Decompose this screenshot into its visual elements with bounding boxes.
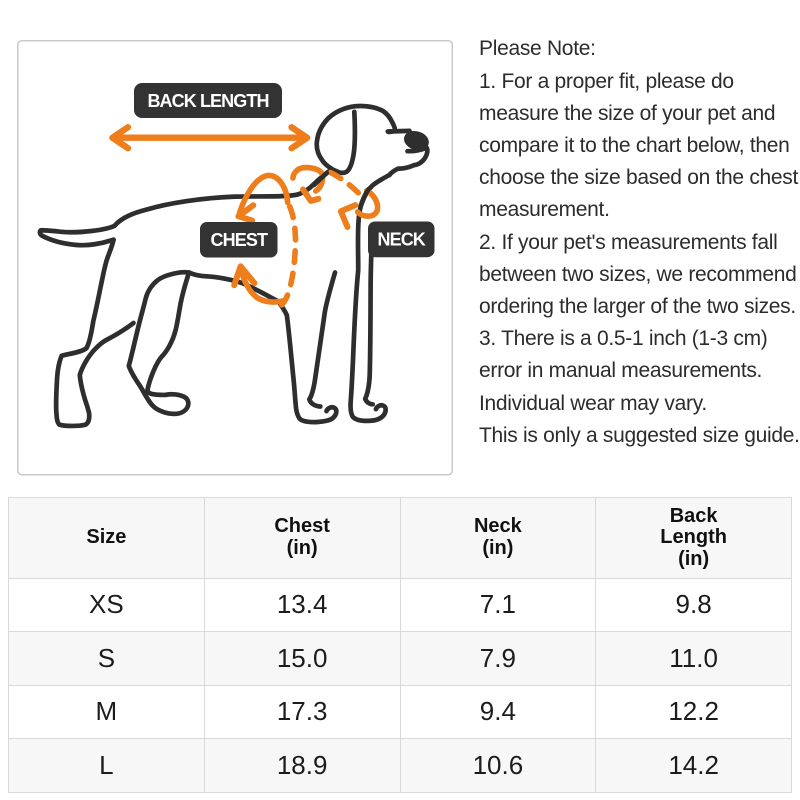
svg-text:BACK LENGTH: BACK LENGTH [147, 91, 268, 111]
svg-text:CHEST: CHEST [211, 230, 268, 250]
svg-text:NECK: NECK [377, 230, 425, 250]
